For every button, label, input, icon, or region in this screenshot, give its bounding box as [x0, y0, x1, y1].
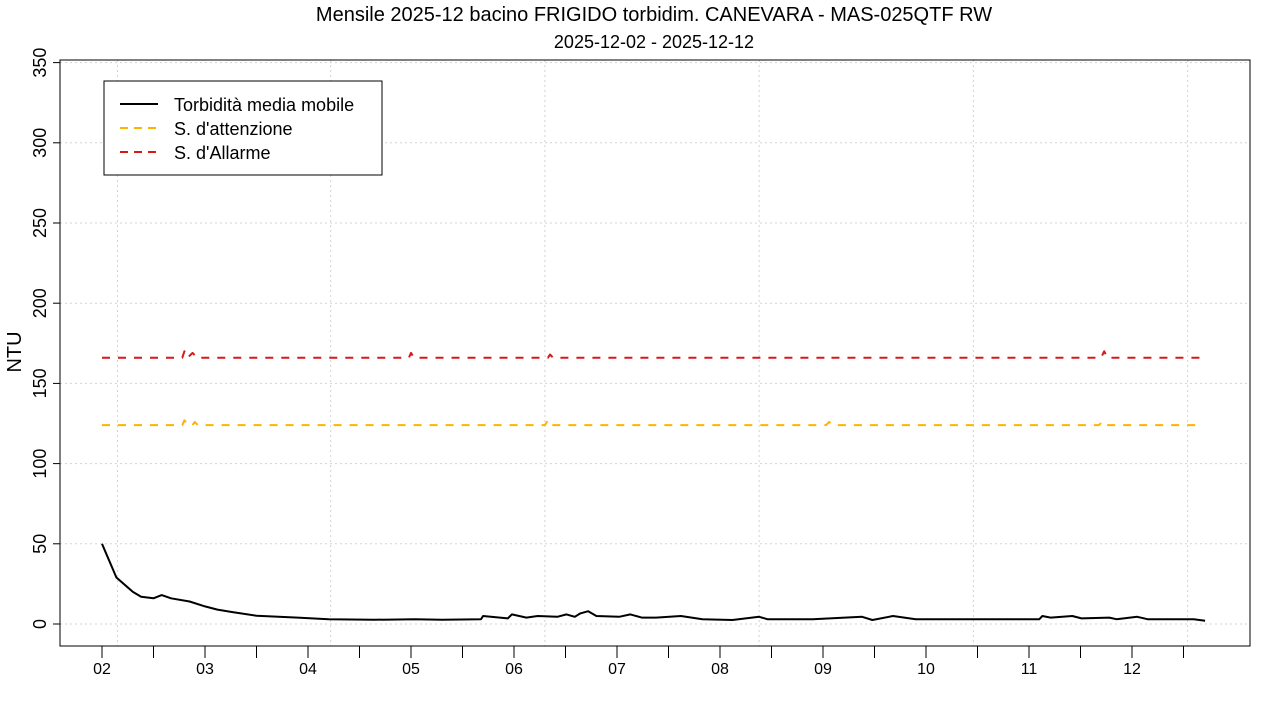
x-tick-label: 04: [299, 661, 317, 678]
y-tick-label: 100: [30, 449, 50, 479]
chart-subtitle: 2025-12-02 - 2025-12-12: [554, 32, 754, 52]
y-tick-label: 50: [30, 534, 50, 554]
legend-label: Torbidità media mobile: [174, 95, 354, 115]
y-tick-label: 350: [30, 48, 50, 78]
x-tick-label: 10: [917, 661, 935, 678]
x-tick-label: 09: [814, 661, 832, 678]
axes: 0 50 100 150 200 250 300 350 02 03 04 05 06 07 08 09 10 1…: [30, 48, 1184, 678]
y-tick-label: 300: [30, 128, 50, 158]
chart-title: Mensile 2025-12 bacino FRIGIDO torbidim.…: [316, 4, 992, 26]
x-tick-label: 08: [711, 661, 729, 678]
x-tick-label: 03: [196, 661, 214, 678]
x-tick-label: 02: [93, 661, 111, 678]
y-axis-label: NTU: [4, 331, 26, 372]
y-tick-label: 150: [30, 368, 50, 398]
x-tick-label: 05: [402, 661, 420, 678]
legend-label: S. d'attenzione: [174, 119, 293, 139]
series-line-2: [102, 350, 1205, 359]
x-tick-label: 06: [505, 661, 523, 678]
legend: Torbidità media mobile S. d'attenzione S. …: [103, 80, 383, 176]
series-line-0: [101, 543, 1206, 622]
y-tick-label: 250: [30, 208, 50, 238]
y-tick-label: 200: [30, 288, 50, 318]
x-tick-label: 11: [1021, 661, 1038, 678]
series-group: [101, 350, 1206, 622]
x-tick-label: 12: [1123, 661, 1141, 678]
grid: [60, 60, 1250, 646]
plot-frame: [59, 59, 1251, 647]
series-line-1: [102, 419, 1200, 427]
x-tick-label: 07: [608, 661, 626, 678]
y-tick-label: 0: [30, 619, 50, 629]
legend-label: S. d'Allarme: [174, 143, 270, 163]
legend-box: [103, 80, 383, 176]
